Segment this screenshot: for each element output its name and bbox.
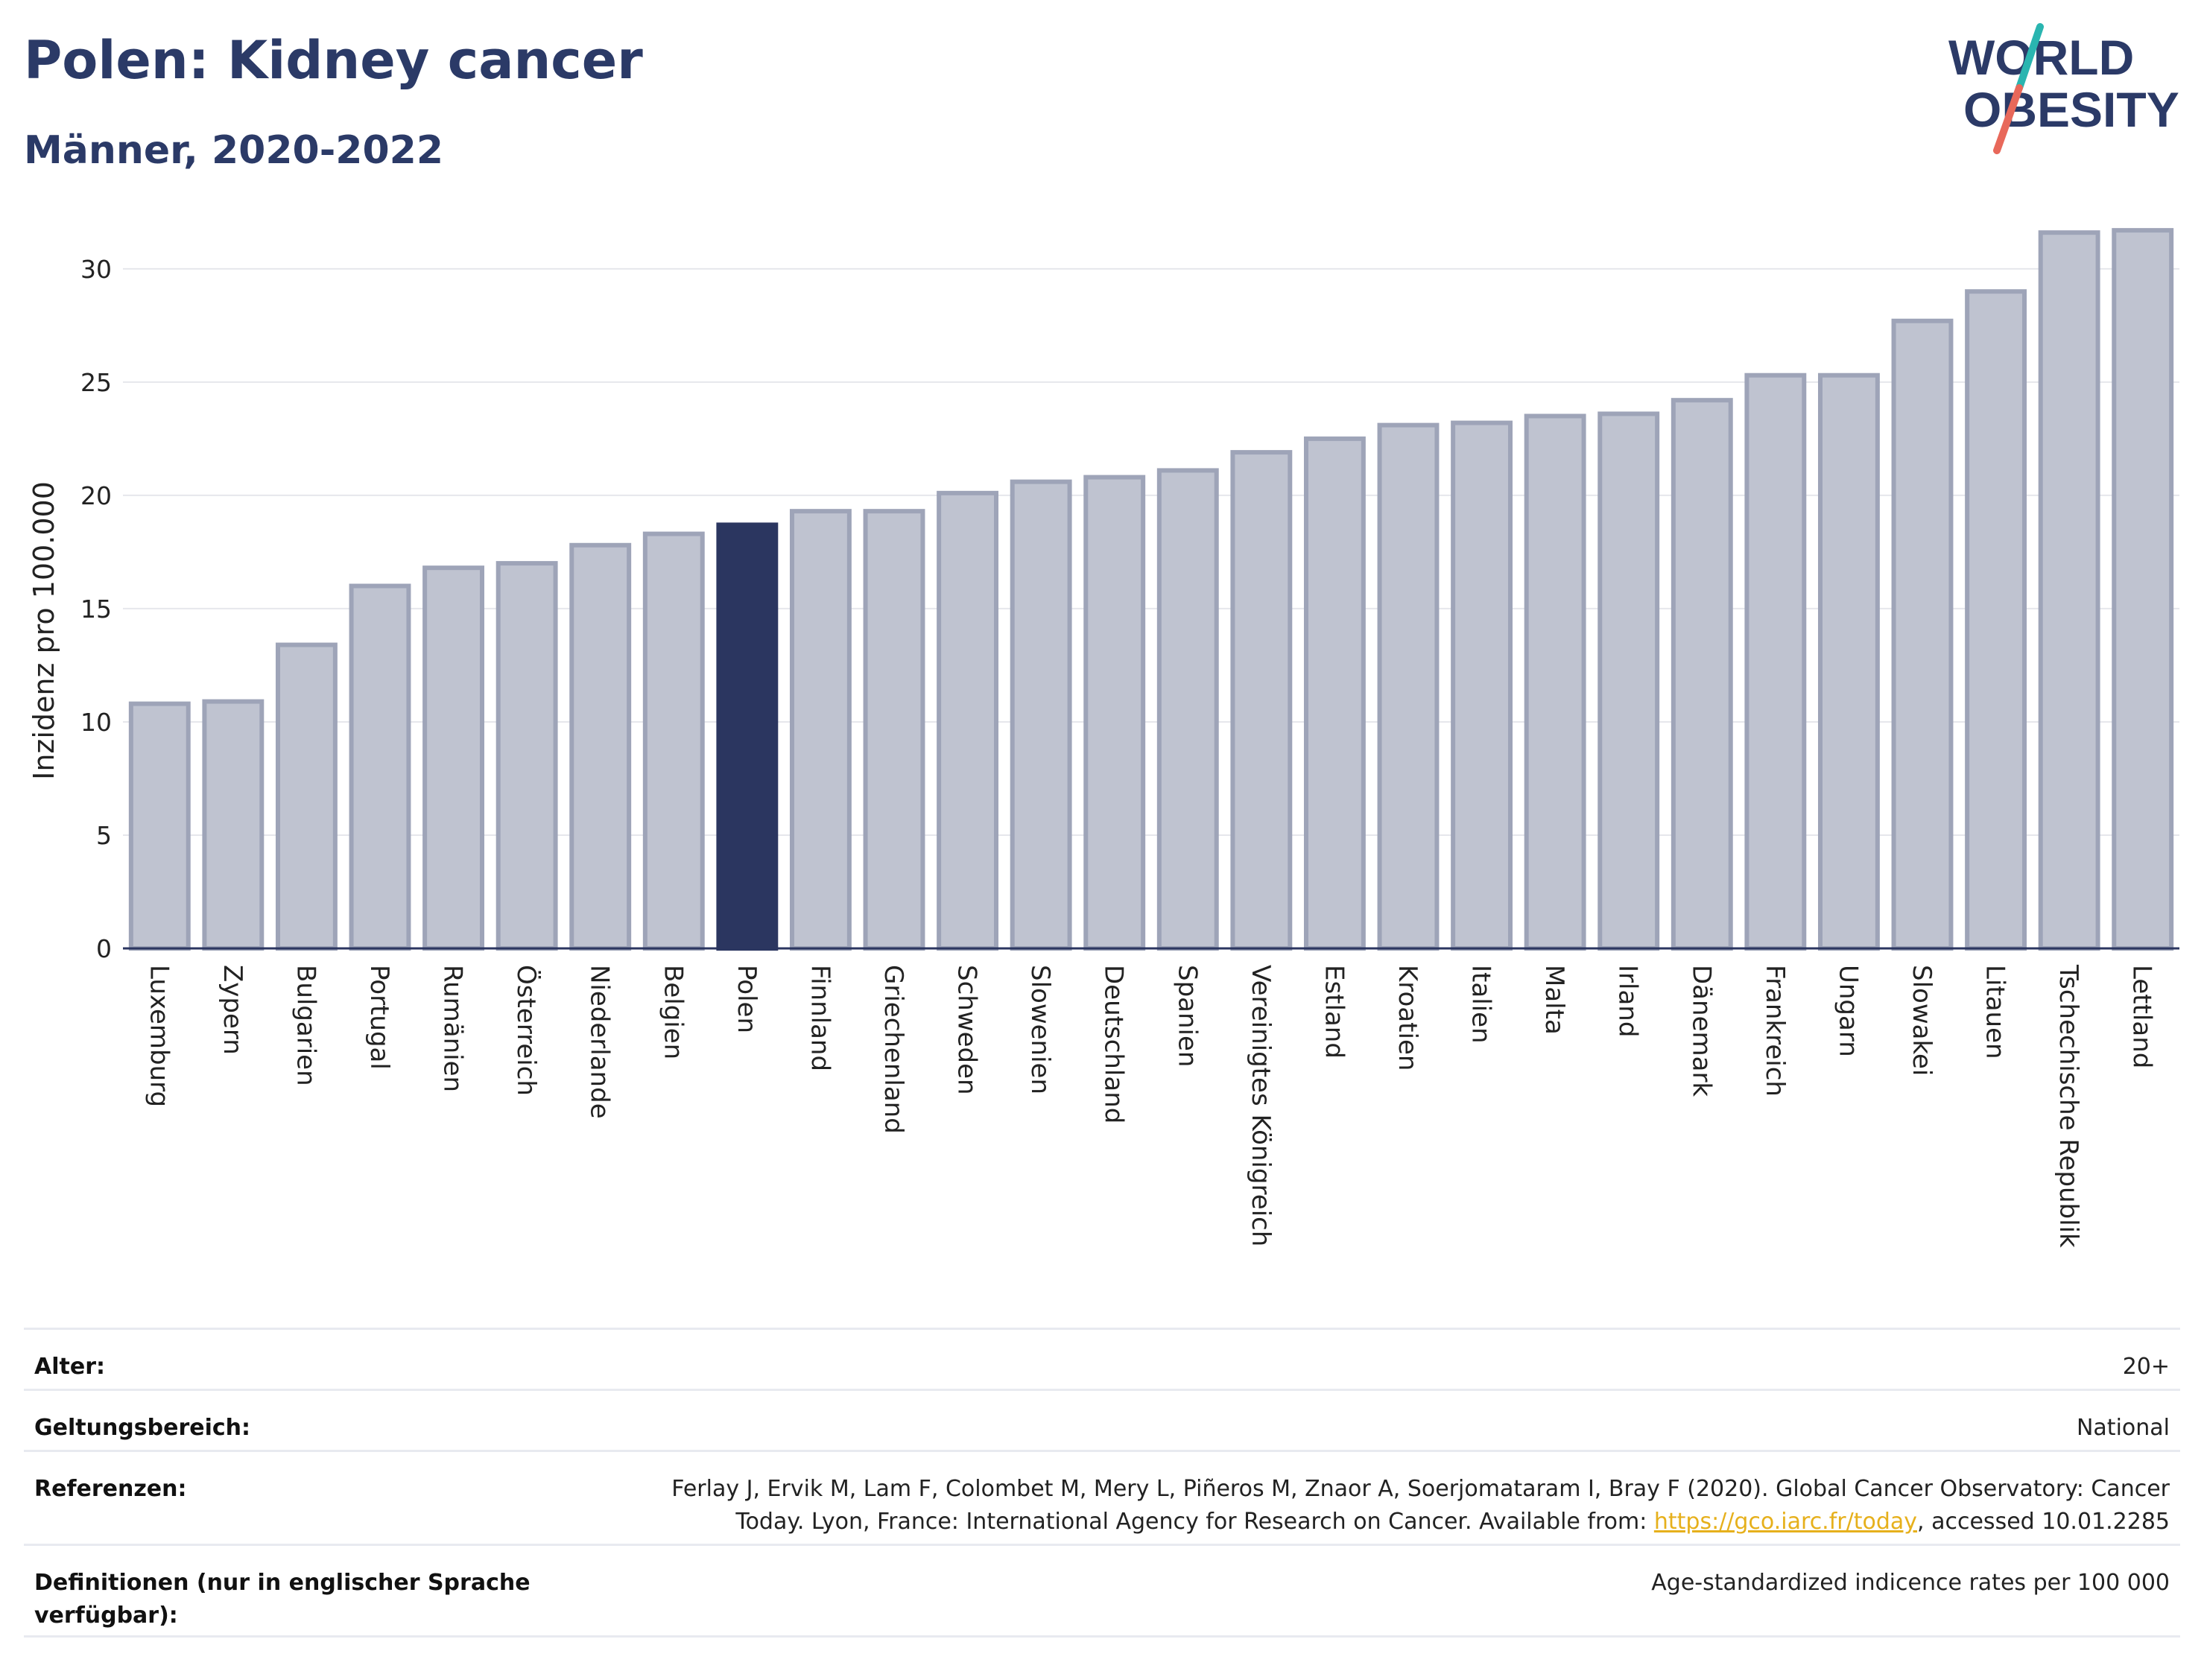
reference-accessed: , accessed 10.01.2285 bbox=[1917, 1509, 2170, 1535]
bar-estland[interactable] bbox=[1303, 436, 1366, 951]
y-axis-label: Inzidenz pro 100.000 bbox=[28, 481, 60, 780]
bar-slowakei[interactable] bbox=[1891, 318, 1954, 951]
y-tick-label: 25 bbox=[80, 368, 112, 397]
bar-portugal[interactable] bbox=[349, 583, 411, 951]
bar-dänemark[interactable] bbox=[1671, 398, 1733, 951]
bar-bulgarien[interactable] bbox=[275, 642, 338, 951]
bar-irland[interactable] bbox=[1597, 411, 1660, 951]
bar-österreich[interactable] bbox=[495, 561, 558, 951]
bar-lettland[interactable] bbox=[2112, 228, 2174, 951]
meta-label-age: Alter: bbox=[34, 1354, 105, 1380]
bar-chart: 0 5 10 15 20 25 30 Luxemburg Zypern Bulgarien Por… bbox=[28, 228, 2179, 1248]
reference-text: Ferlay J, Ervik M, Lam F, Colombet M, Me… bbox=[671, 1476, 2170, 1535]
x-category-label: Luxemburg bbox=[144, 965, 174, 1107]
bar-griechenland[interactable] bbox=[863, 509, 925, 951]
x-category-label: Portugal bbox=[364, 965, 394, 1070]
bar-zypern[interactable] bbox=[202, 699, 265, 951]
x-category-label: Finnland bbox=[805, 965, 835, 1071]
bar-niederlande[interactable] bbox=[569, 542, 632, 951]
bar-frankreich[interactable] bbox=[1744, 373, 1807, 951]
x-category-label: Ungarn bbox=[1833, 965, 1863, 1057]
x-category-label: Litauen bbox=[1980, 965, 2010, 1059]
logo-slash-red bbox=[1993, 84, 2023, 154]
bar-belgien[interactable] bbox=[642, 531, 705, 951]
logo-line1: WORLD bbox=[1948, 30, 2134, 85]
x-category-label: Niederlande bbox=[585, 965, 615, 1119]
meta-value-scope: National bbox=[2076, 1415, 2170, 1441]
y-tick-label: 0 bbox=[96, 934, 112, 963]
x-category-label: Malta bbox=[1539, 965, 1569, 1035]
reference-link[interactable]: https://gco.iarc.fr/today bbox=[1653, 1509, 1918, 1535]
x-category-label: Rumänien bbox=[438, 965, 468, 1092]
chart-title: Polen: Kidney cancer bbox=[24, 30, 643, 91]
bar-finnland[interactable] bbox=[789, 509, 852, 951]
x-category-label: Dänemark bbox=[1686, 965, 1716, 1097]
bar-kroatien[interactable] bbox=[1377, 422, 1440, 951]
logo-slash-teal bbox=[2015, 23, 2044, 92]
bar-schweden[interactable] bbox=[937, 490, 999, 951]
bar-tschechische-republik[interactable] bbox=[2038, 230, 2100, 951]
x-category-label: Schweden bbox=[952, 965, 982, 1095]
bar-luxemburg[interactable] bbox=[128, 701, 191, 951]
chart-subtitle: Männer, 2020-2022 bbox=[24, 128, 444, 173]
bar-malta[interactable] bbox=[1524, 413, 1586, 951]
y-tick-label: 5 bbox=[96, 821, 112, 850]
bar-spanien[interactable] bbox=[1156, 468, 1219, 951]
x-category-label: Tschechische Republik bbox=[2053, 964, 2083, 1248]
bar-rumänien[interactable] bbox=[422, 565, 485, 951]
logo-line2: OBESITY bbox=[1963, 82, 2179, 137]
bars bbox=[128, 228, 2174, 951]
metadata-table: Alter: 20+ Geltungsbereich: National Ref… bbox=[24, 1328, 2180, 1638]
world-obesity-logo: WORLD OBESITY bbox=[1948, 23, 2179, 154]
bar-ungarn[interactable] bbox=[1817, 373, 1880, 951]
y-tick-label: 30 bbox=[80, 255, 112, 284]
meta-label-definitions: Definitionen (nur in englischer Sprache … bbox=[34, 1570, 531, 1629]
x-category-label: Slowenien bbox=[1025, 965, 1055, 1094]
x-category-label: Irland bbox=[1613, 965, 1643, 1037]
x-category-label: Kroatien bbox=[1393, 965, 1422, 1071]
meta-label-scope: Geltungsbereich: bbox=[34, 1415, 251, 1441]
x-category-label: Belgien bbox=[658, 965, 688, 1059]
bar-slowenien[interactable] bbox=[1010, 479, 1072, 951]
y-tick-label: 10 bbox=[80, 708, 112, 737]
bar-italien[interactable] bbox=[1451, 420, 1513, 951]
bar-litauen[interactable] bbox=[1965, 289, 2027, 951]
y-axis-ticks: 0 5 10 15 20 25 30 bbox=[80, 255, 112, 963]
meta-row-age: Alter: 20+ bbox=[24, 1328, 2180, 1389]
y-tick-label: 15 bbox=[80, 595, 112, 624]
x-category-label: Slowakei bbox=[1907, 965, 1937, 1076]
meta-value-definitions: Age-standardized indicence rates per 100… bbox=[1651, 1570, 2170, 1596]
x-category-label: Spanien bbox=[1172, 965, 1202, 1067]
meta-value-references: Ferlay J, Ervik M, Lam F, Colombet M, Me… bbox=[620, 1473, 2170, 1538]
x-category-label: Griechenland bbox=[878, 965, 908, 1134]
x-axis-categories: Luxemburg Zypern Bulgarien Portugal Rumänien… bbox=[144, 964, 2156, 1248]
x-category-label: Polen bbox=[732, 965, 761, 1033]
meta-row-definitions: Definitionen (nur in englischer Sprache … bbox=[24, 1544, 2180, 1638]
x-category-label: Lettland bbox=[2127, 965, 2157, 1068]
x-category-label: Zypern bbox=[218, 965, 247, 1055]
meta-row-references: Referenzen: Ferlay J, Ervik M, Lam F, Co… bbox=[24, 1450, 2180, 1544]
x-category-label: Estland bbox=[1319, 965, 1349, 1059]
x-category-label: Bulgarien bbox=[291, 965, 320, 1086]
x-category-label: Vereinigtes Königreich bbox=[1246, 965, 1276, 1246]
bar-vereinigtes-königreich[interactable] bbox=[1230, 450, 1293, 951]
meta-value-age: 20+ bbox=[2122, 1354, 2170, 1380]
x-category-label: Italien bbox=[1466, 965, 1496, 1044]
y-tick-label: 20 bbox=[80, 481, 112, 510]
bar-deutschland[interactable] bbox=[1083, 475, 1146, 951]
meta-label-references: Referenzen: bbox=[34, 1476, 187, 1502]
bar-polen[interactable] bbox=[716, 522, 779, 951]
x-category-label: Deutschland bbox=[1099, 965, 1129, 1123]
meta-row-scope: Geltungsbereich: National bbox=[24, 1389, 2180, 1450]
x-category-label: Österreich bbox=[511, 965, 542, 1096]
x-category-label: Frankreich bbox=[1760, 965, 1790, 1097]
